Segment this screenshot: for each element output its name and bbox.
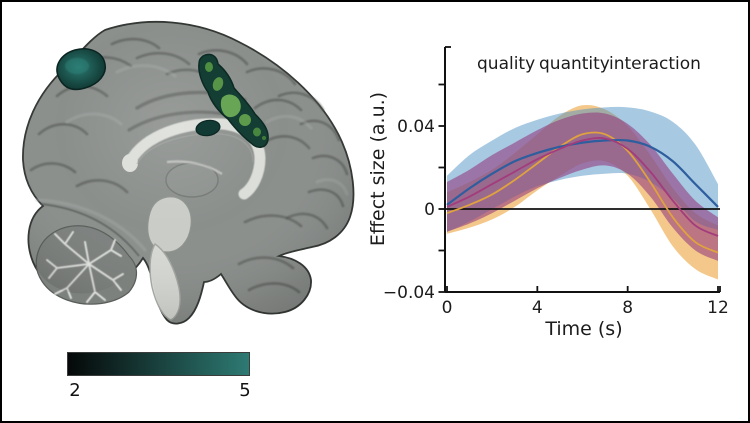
colorbar-min-label: 2 [69,380,81,401]
chart-bands-layer [447,104,718,280]
colorbar-gradient [67,352,250,376]
brain-sagittal-image [22,20,355,325]
chart-legend: quality quantity interaction [477,54,701,74]
legend-quantity: quantity [539,54,610,74]
legend-interaction: interaction [609,54,701,74]
quantity-line [446,138,719,208]
cingulate-small-cluster [195,119,221,137]
interaction-line [446,137,719,237]
x-axis-title: Time (s) [544,318,622,340]
y-tick-label: −0.04 [383,283,435,303]
x-tick-label: 0 [442,298,453,318]
x-tick-label: 8 [622,298,633,318]
x-tick-label: 12 [707,298,729,318]
brain-shading [22,21,354,324]
y-tick-label: 0.04 [397,117,435,137]
chart-series-layer [446,131,719,254]
x-tick-label: 4 [532,298,543,318]
effect-chart-svg: quality quantity interaction 0 4 8 120.040−… [367,46,729,340]
colorbar-max-label: 5 [239,380,251,401]
interaction-band [447,112,718,261]
colorbar: 2 5 [67,352,251,402]
y-axis-title: Effect size (a.u.) [367,92,389,246]
chart-ticks-layer: 0 4 8 12 0.04 0 −0.04 [383,83,729,318]
activation-clusters [56,48,269,148]
legend-quality: quality [477,54,535,74]
quality-line [446,131,719,254]
y-tick-label: 0 [424,200,435,220]
medial-frontal-cluster-inner [205,62,266,140]
